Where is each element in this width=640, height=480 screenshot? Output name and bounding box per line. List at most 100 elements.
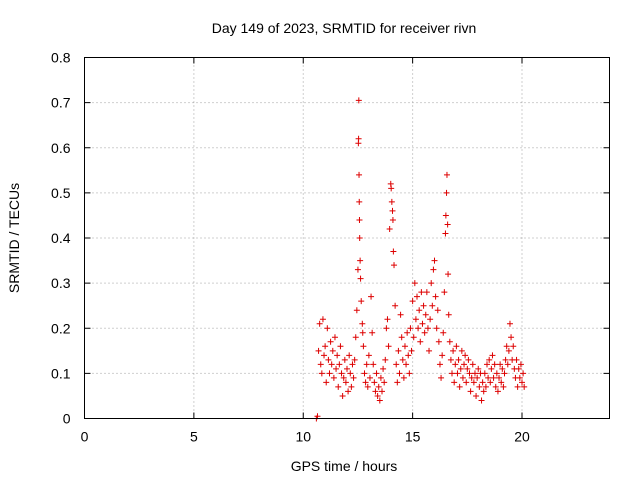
data-point — [362, 379, 369, 386]
data-point — [342, 379, 349, 386]
data-point — [319, 316, 326, 323]
data-point — [521, 383, 528, 390]
data-point — [492, 383, 499, 390]
data-point — [489, 352, 496, 359]
data-point — [372, 388, 379, 395]
data-point — [338, 370, 345, 377]
data-point — [455, 356, 462, 363]
data-point — [380, 365, 387, 372]
data-point — [441, 289, 448, 296]
data-point — [475, 365, 482, 372]
data-point — [400, 374, 407, 381]
data-point — [349, 361, 356, 368]
data-point — [485, 374, 492, 381]
y-tick-label: 0.1 — [51, 365, 71, 381]
data-point — [508, 334, 515, 341]
y-tick-label: 0.4 — [51, 230, 71, 246]
x-tick-label: 5 — [190, 429, 198, 445]
data-point — [516, 374, 523, 381]
data-point — [484, 361, 490, 368]
data-point — [452, 361, 459, 368]
data-point — [480, 388, 487, 395]
data-point — [353, 307, 360, 314]
data-point — [487, 379, 494, 386]
data-point — [334, 352, 341, 359]
data-point — [399, 356, 406, 363]
data-point — [386, 225, 393, 232]
data-point — [369, 329, 376, 336]
data-point — [436, 361, 443, 368]
data-point — [388, 185, 395, 192]
data-point — [356, 198, 363, 205]
data-point — [517, 361, 524, 368]
data-point — [366, 374, 373, 381]
data-point — [491, 361, 498, 368]
data-point — [390, 248, 397, 255]
data-point — [454, 370, 461, 377]
data-point — [502, 356, 509, 363]
data-point — [370, 361, 377, 368]
data-point — [493, 370, 500, 377]
y-tick-label: 0.7 — [51, 95, 71, 111]
data-point — [424, 325, 431, 332]
data-points — [313, 97, 528, 422]
axis-ticks: 0 5 10 15 20 0 0.1 0.2 0.3 0.4 0.5 0.6 0.7 0.8 — [51, 50, 610, 445]
data-point — [389, 207, 396, 214]
data-point — [382, 356, 389, 363]
data-point — [335, 383, 342, 390]
plot-frame — [84, 57, 610, 419]
data-point — [488, 365, 495, 372]
data-point — [322, 343, 329, 350]
data-point — [463, 379, 470, 386]
data-point — [415, 325, 422, 332]
data-point — [329, 347, 336, 354]
data-point — [396, 370, 403, 377]
y-tick-label: 0.6 — [51, 140, 71, 156]
data-point — [381, 379, 388, 386]
data-point — [346, 352, 353, 359]
data-point — [357, 275, 364, 282]
data-point — [406, 370, 413, 377]
data-point — [376, 397, 383, 404]
data-point — [417, 338, 424, 345]
data-point — [330, 374, 337, 381]
data-point — [506, 320, 513, 327]
data-point — [431, 257, 438, 264]
data-point — [479, 379, 486, 386]
data-point — [404, 329, 411, 336]
data-point — [341, 356, 348, 363]
y-tick-label: 0.5 — [51, 185, 71, 201]
data-point — [427, 316, 434, 323]
data-point — [375, 383, 382, 390]
data-point — [418, 289, 425, 296]
data-point — [348, 383, 355, 390]
data-point — [373, 370, 380, 377]
data-point — [504, 361, 511, 368]
data-point — [461, 361, 468, 368]
data-point — [426, 347, 433, 354]
data-point — [519, 379, 525, 386]
data-point — [435, 338, 442, 345]
data-point — [458, 347, 465, 354]
data-point — [407, 325, 414, 332]
data-point — [451, 379, 458, 386]
data-point — [453, 343, 460, 350]
data-point — [331, 334, 338, 341]
data-point — [440, 329, 447, 336]
data-point — [355, 97, 362, 104]
data-point — [364, 383, 371, 390]
data-point — [315, 347, 322, 354]
data-point — [391, 262, 398, 269]
data-point — [355, 135, 362, 142]
data-point — [412, 316, 419, 323]
data-point — [490, 374, 497, 381]
data-point — [384, 316, 391, 323]
data-point — [469, 361, 476, 368]
data-point — [439, 352, 446, 359]
data-point — [363, 361, 370, 368]
data-point — [434, 307, 441, 314]
data-point — [389, 216, 396, 223]
data-point — [501, 370, 508, 377]
data-point — [360, 343, 367, 350]
